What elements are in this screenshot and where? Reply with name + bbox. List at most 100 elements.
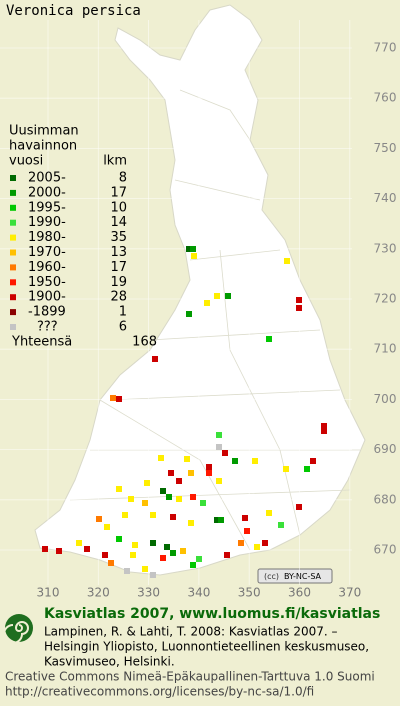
- observation-square: [200, 500, 206, 506]
- observation-square: [214, 517, 220, 523]
- citation-line: Lampinen, R. & Lahti, T. 2008: Kasviatla…: [44, 625, 338, 639]
- observation-square: [180, 548, 186, 554]
- observation-square: [278, 522, 284, 528]
- legend-swatch: [10, 249, 16, 256]
- observation-square: [158, 455, 164, 461]
- x-label: 350: [238, 586, 261, 600]
- observation-square: [321, 423, 327, 429]
- finland-outline: [34, 4, 366, 576]
- x-label: 340: [187, 586, 210, 600]
- citation-line: Helsingin Yliopisto, Luonnontieteellinen…: [44, 640, 369, 654]
- legend-count: 6: [119, 320, 127, 335]
- y-label: 670: [374, 543, 397, 557]
- observation-square: [186, 246, 192, 252]
- legend-swatch: [10, 189, 16, 196]
- observation-square: [184, 456, 190, 462]
- observation-square: [170, 514, 176, 520]
- observation-square: [170, 550, 176, 556]
- legend-total-label: Yhteensä: [11, 335, 72, 350]
- legend-count-heading: lkm: [103, 154, 127, 169]
- legend-label: 2000-: [28, 185, 66, 200]
- license-badge: [257, 568, 333, 584]
- y-label: 750: [374, 141, 397, 155]
- observation-square: [96, 516, 102, 522]
- license-line: http://creativecommons.org/licenses/by-n…: [5, 685, 314, 699]
- observation-square: [252, 458, 258, 464]
- y-label: 760: [374, 91, 397, 105]
- legend-swatch: [10, 219, 16, 226]
- x-label: 330: [137, 586, 160, 600]
- observation-square: [238, 540, 244, 546]
- x-label: 370: [338, 586, 361, 600]
- observation-square: [296, 305, 302, 311]
- observation-square: [142, 500, 148, 506]
- observation-square: [176, 496, 182, 502]
- observation-square: [232, 458, 238, 464]
- legend-count: 17: [110, 185, 127, 200]
- license-line: Creative Commons Nimeä-Epäkaupallinen-Ta…: [5, 670, 375, 684]
- observation-square: [150, 572, 156, 578]
- legend-label: 1970-: [28, 245, 66, 260]
- observation-square: [56, 548, 62, 554]
- legend-count: 35: [110, 230, 127, 245]
- legend-label: 1990-: [28, 215, 66, 230]
- observation-square: [116, 536, 122, 542]
- x-label: 320: [87, 586, 110, 600]
- observation-square: [142, 566, 148, 572]
- observation-square: [110, 395, 116, 401]
- legend-swatch: [10, 234, 16, 241]
- observation-square: [150, 540, 156, 546]
- observation-square: [262, 540, 268, 546]
- observation-square: [222, 450, 228, 456]
- observation-square: [160, 555, 166, 561]
- observation-square: [124, 568, 130, 574]
- observation-square: [296, 297, 302, 303]
- legend-swatch: [10, 294, 16, 301]
- observation-square: [122, 512, 128, 518]
- legend-label: 1960-: [28, 260, 66, 275]
- legend-label: 1995-: [28, 200, 66, 215]
- observation-square: [224, 552, 230, 558]
- observation-square: [116, 396, 122, 402]
- y-label: 720: [374, 292, 397, 306]
- observation-square: [216, 478, 222, 484]
- legend-count: 10: [110, 200, 127, 215]
- observation-square: [206, 464, 212, 470]
- y-label: 680: [374, 492, 397, 506]
- observation-square: [206, 470, 212, 476]
- observation-square: [108, 560, 114, 566]
- observation-square: [196, 556, 202, 562]
- legend-count: 19: [110, 275, 127, 290]
- observation-square: [76, 540, 82, 546]
- legend-count: 14: [110, 215, 127, 230]
- y-label: 710: [374, 342, 397, 356]
- observation-square: [242, 515, 248, 521]
- legend-swatch: [10, 324, 16, 330]
- observation-square: [84, 546, 90, 552]
- observation-square: [168, 470, 174, 476]
- badge-cc: (cc): [264, 572, 279, 581]
- observation-square: [144, 480, 150, 486]
- observation-square: [244, 528, 250, 534]
- legend-heading: vuosi: [9, 154, 43, 169]
- observation-square: [130, 552, 136, 558]
- observation-square: [152, 356, 158, 362]
- x-label: 360: [288, 586, 311, 600]
- observation-square: [190, 494, 196, 500]
- observation-square: [304, 466, 310, 472]
- observation-square: [188, 520, 194, 526]
- logo: [3, 614, 33, 644]
- legend-total: 168: [132, 335, 157, 350]
- legend-label: 1980-: [28, 230, 66, 245]
- observation-square: [266, 510, 272, 516]
- x-label: 310: [37, 586, 60, 600]
- observation-square: [150, 512, 156, 518]
- legend-count: 17: [110, 260, 127, 275]
- observation-square: [321, 428, 327, 434]
- y-label: 700: [374, 392, 397, 406]
- legend-label: 1950-: [28, 275, 66, 290]
- observation-square: [160, 488, 166, 494]
- observation-square: [176, 478, 182, 484]
- legend-count: 1: [119, 305, 127, 320]
